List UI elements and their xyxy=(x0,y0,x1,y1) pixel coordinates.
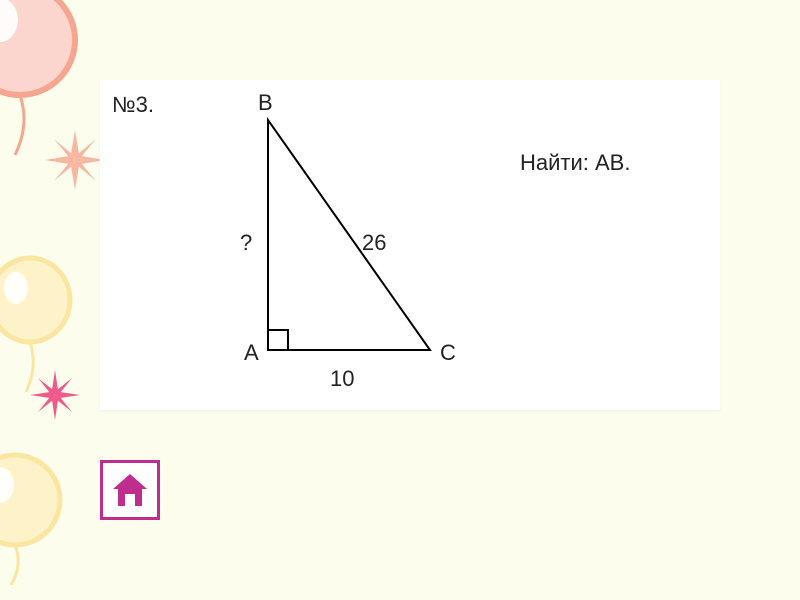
balloon-pink xyxy=(0,0,75,155)
side-ac-label: 10 xyxy=(330,366,354,392)
triangle-figure xyxy=(100,80,720,410)
triangle-abc xyxy=(268,120,430,350)
balloon-yellow-2 xyxy=(0,455,60,585)
vertex-a-label: A xyxy=(244,340,259,366)
vertex-b-label: B xyxy=(258,90,273,116)
side-ab-label: ? xyxy=(240,230,252,256)
home-icon xyxy=(111,472,149,508)
problem-card: №3. Найти: AB. B A C ? 26 10 xyxy=(100,80,720,410)
sparkle-pink xyxy=(30,370,80,420)
sparkle-peach xyxy=(45,130,105,190)
balloon-yellow-1 xyxy=(0,258,70,392)
side-bc-label: 26 xyxy=(362,230,386,256)
vertex-c-label: C xyxy=(440,340,456,366)
home-button[interactable] xyxy=(100,460,160,520)
right-angle-marker xyxy=(268,330,288,350)
